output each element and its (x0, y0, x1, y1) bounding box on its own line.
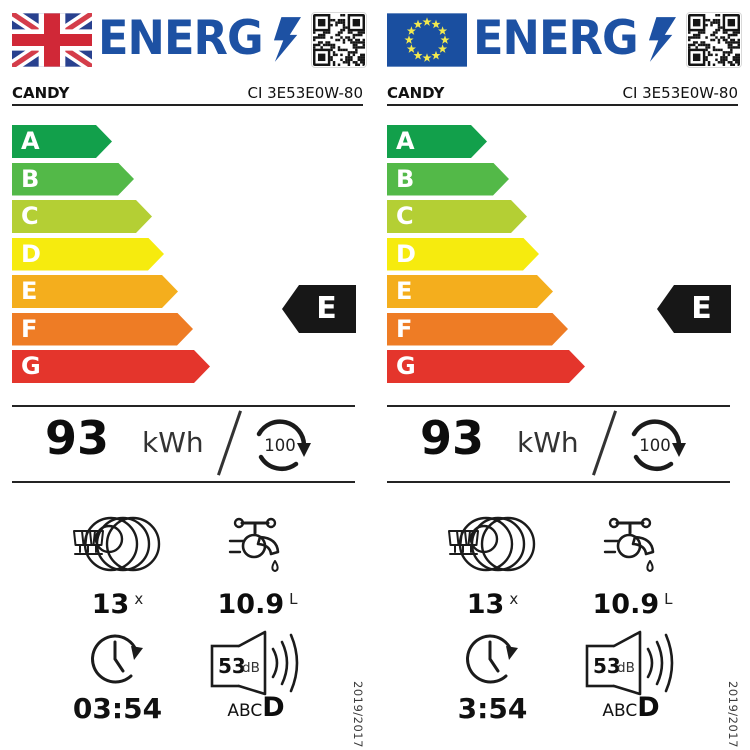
divider (387, 481, 730, 483)
efficiency-scale: A B C D E F G (12, 125, 210, 383)
uk-flag-icon (12, 13, 92, 67)
noise-class-scale: ABC (602, 701, 638, 721)
uk-energy-label: ENERG CANDY CI 3E53E0W-80 A B C D E F G … (2, 0, 375, 750)
rating-bar-e: E (12, 275, 178, 308)
regulation-reference: 2019/2017 (726, 681, 740, 748)
lightning-bolt-icon (273, 17, 301, 62)
model-number: CI 3E53E0W-80 (247, 84, 363, 102)
energy-unit: kWh (517, 426, 579, 459)
noise-class-scale: ABC (227, 701, 263, 721)
rating-bar-d: D (387, 238, 539, 271)
rating-bar-d: D (12, 238, 164, 271)
qr-code (311, 12, 367, 68)
place-settings-unit: x (134, 590, 144, 608)
place-settings-unit: x (509, 590, 519, 608)
rating-bar-f: F (12, 313, 193, 346)
cycles-count: 100 (639, 436, 671, 455)
place-settings-count: 13 (466, 589, 505, 620)
rating-bar-g: G (12, 350, 210, 383)
water-unit: L (289, 590, 298, 608)
rating-bar-b: B (12, 163, 134, 196)
qr-code (686, 12, 742, 68)
rating-bar-a: A (387, 125, 487, 158)
brand-name: CANDY (12, 84, 70, 102)
regulation-reference: 2019/2017 (351, 681, 365, 748)
cycles-count: 100 (264, 436, 296, 455)
water-value: 10.9 (592, 589, 660, 620)
rating-bar-c: C (12, 200, 152, 233)
per-slash (592, 410, 617, 476)
supplier-row: CANDY CI 3E53E0W-80 (12, 84, 363, 106)
noise-class: D (637, 692, 660, 723)
noise-unit: dB (617, 660, 635, 676)
rating-bar-f: F (387, 313, 568, 346)
energ-logo: ENERG (98, 11, 264, 66)
rating-bar-g: G (387, 350, 585, 383)
water-value: 10.9 (217, 589, 285, 620)
eu-flag-icon (387, 13, 467, 67)
model-number: CI 3E53E0W-80 (622, 84, 738, 102)
energy-unit: kWh (142, 426, 204, 459)
brand-name: CANDY (387, 84, 445, 102)
per-100-cycles-icon: 100 (250, 414, 312, 476)
noise-class: D (262, 692, 285, 723)
place-settings-stat: 13 x (60, 589, 175, 620)
noise-value: 53 (218, 654, 246, 678)
per-100-cycles-icon: 100 (625, 414, 687, 476)
noise-speaker-icon: 53 dB (585, 630, 674, 696)
rating-bar-a: A (12, 125, 112, 158)
noise-unit: dB (242, 660, 260, 676)
programme-duration: 03:54 (72, 692, 163, 725)
noise-speaker-icon: 53 dB (210, 630, 299, 696)
energ-logo: ENERG (473, 11, 639, 66)
rating-bar-e: E (387, 275, 553, 308)
place-settings-icon (72, 516, 161, 572)
per-slash (217, 410, 242, 476)
supplier-row: CANDY CI 3E53E0W-80 (387, 84, 738, 106)
noise-class-stat: ABCD (200, 692, 312, 723)
divider (12, 481, 355, 483)
divider (387, 405, 730, 407)
place-settings-count: 13 (91, 589, 130, 620)
rating-bar-b: B (387, 163, 509, 196)
water-consumption-stat: 10.9 L (200, 589, 315, 620)
place-settings-stat: 13 x (435, 589, 550, 620)
eu-energy-label: ENERG CANDY CI 3E53E0W-80 A B C D E F G … (377, 0, 750, 750)
rating-indicator: E (657, 285, 731, 333)
place-settings-icon (447, 516, 536, 572)
noise-value: 53 (593, 654, 621, 678)
water-tap-icon (603, 517, 655, 573)
noise-class-stat: ABCD (575, 692, 687, 723)
rating-indicator: E (282, 285, 356, 333)
energy-consumption-value: 93 (44, 411, 109, 465)
clock-icon (91, 634, 145, 684)
water-consumption-stat: 10.9 L (575, 589, 690, 620)
water-unit: L (664, 590, 673, 608)
energy-consumption-value: 93 (419, 411, 484, 465)
clock-icon (466, 634, 520, 684)
programme-duration: 3:54 (457, 692, 528, 725)
water-tap-icon (228, 517, 280, 573)
efficiency-scale: A B C D E F G (387, 125, 585, 383)
rating-bar-c: C (387, 200, 527, 233)
lightning-bolt-icon (648, 17, 676, 62)
divider (12, 405, 355, 407)
